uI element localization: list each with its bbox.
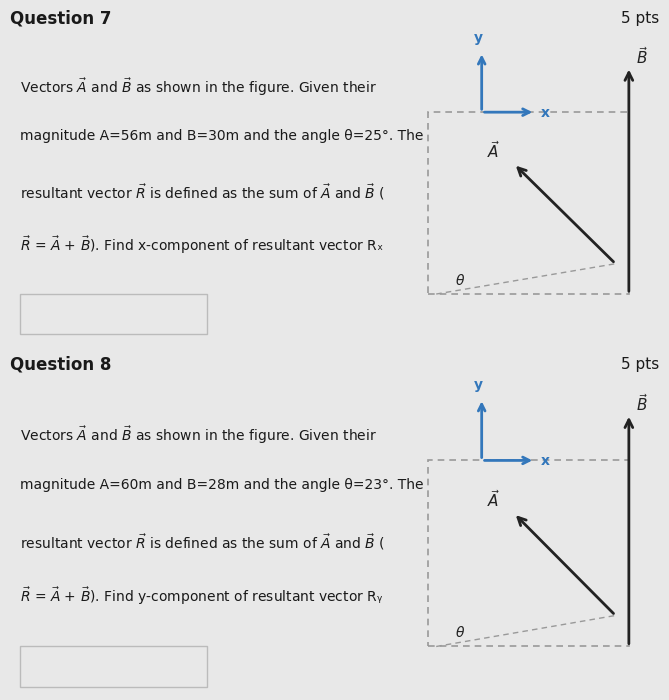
Text: magnitude A=56m and B=30m and the angle θ=25°. The: magnitude A=56m and B=30m and the angle … [20,130,423,144]
Text: resultant vector $\vec{R}$ is defined as the sum of $\vec{A}$ and $\vec{B}$ (: resultant vector $\vec{R}$ is defined as… [20,532,385,552]
Text: $\vec{B}$: $\vec{B}$ [636,46,648,66]
Text: 5 pts: 5 pts [621,357,659,372]
Text: Vectors $\vec{A}$ and $\vec{B}$ as shown in the figure. Given their: Vectors $\vec{A}$ and $\vec{B}$ as shown… [20,77,377,98]
Text: $\vec{B}$: $\vec{B}$ [636,393,648,414]
Bar [428,112,629,294]
Text: Question 7: Question 7 [10,9,112,27]
Text: $\theta$: $\theta$ [455,273,465,288]
Bar [20,646,207,687]
Bar [428,461,629,647]
Text: $\theta$: $\theta$ [455,625,465,640]
Text: magnitude A=60m and B=28m and the angle θ=23°. The: magnitude A=60m and B=28m and the angle … [20,478,423,492]
Text: $\vec{R}$ = $\vec{A}$ + $\vec{B}$). Find y-component of resultant vector Rᵧ: $\vec{R}$ = $\vec{A}$ + $\vec{B}$). Find… [20,586,383,608]
Text: Vectors $\vec{A}$ and $\vec{B}$ as shown in the figure. Given their: Vectors $\vec{A}$ and $\vec{B}$ as shown… [20,424,377,446]
Text: Question 8: Question 8 [10,356,112,374]
Text: $\vec{A}$: $\vec{A}$ [487,140,500,160]
Bar [20,294,207,334]
Text: $\vec{R}$ = $\vec{A}$ + $\vec{B}$). Find x-component of resultant vector Rₓ: $\vec{R}$ = $\vec{A}$ + $\vec{B}$). Find… [20,235,384,256]
Text: $\vec{A}$: $\vec{A}$ [487,489,500,510]
Text: y: y [474,32,482,46]
Text: 5 pts: 5 pts [621,10,659,26]
Text: y: y [474,378,482,392]
Text: resultant vector $\vec{R}$ is defined as the sum of $\vec{A}$ and $\vec{B}$ (: resultant vector $\vec{R}$ is defined as… [20,182,385,202]
Text: x: x [541,454,549,468]
Text: x: x [541,106,549,120]
